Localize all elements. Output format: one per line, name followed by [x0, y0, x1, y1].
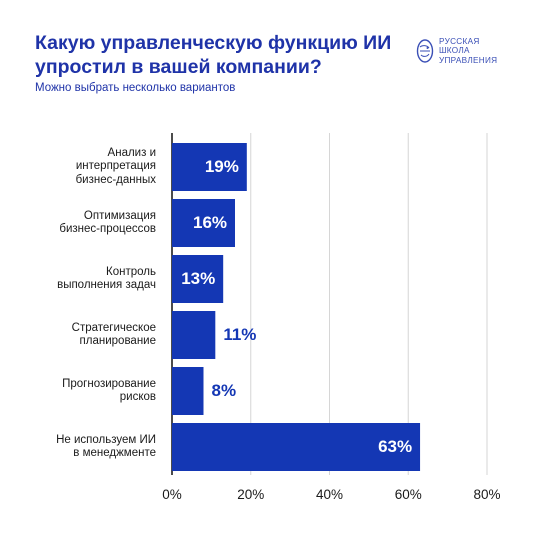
globe-head-icon: [416, 39, 434, 63]
value-label: 11%: [223, 325, 257, 344]
category-label: Анализ и интерпретация бизнес-данных: [75, 146, 156, 186]
bar: [172, 423, 421, 471]
x-tick-label: 0%: [162, 487, 182, 502]
value-label: 19%: [204, 157, 239, 176]
x-tick-label: 40%: [315, 487, 344, 502]
x-tick-label: 60%: [394, 487, 422, 502]
category-label: Не используем ИИ в менеджменте: [56, 433, 156, 460]
x-tick-label: 80%: [473, 487, 501, 502]
logo-text: РУССКАЯ ШКОЛА УПРАВЛЕНИЯ: [439, 36, 498, 65]
value-label: 63%: [378, 437, 413, 456]
bar: [172, 143, 247, 191]
category-label: Контроль выполнения задач: [57, 265, 156, 292]
logo: РУССКАЯ ШКОЛА УПРАВЛЕНИЯ: [416, 34, 516, 68]
value-label: 8%: [211, 381, 237, 400]
bar: [172, 311, 216, 359]
category-label: Прогнозирование рисков: [62, 377, 156, 404]
bar: [172, 255, 224, 303]
x-tick-label: 20%: [237, 487, 265, 502]
bar: [172, 199, 235, 247]
category-label: Стратегическое планирование: [71, 321, 156, 348]
value-label: 13%: [181, 269, 216, 288]
value-label: 16%: [193, 213, 228, 232]
bar: [172, 367, 204, 415]
category-label: Оптимизация бизнес-процессов: [59, 209, 156, 236]
page-title: Какую управленческую функцию ИИ упростил…: [35, 32, 392, 78]
page-subtitle: Можно выбрать несколько вариантов: [35, 82, 236, 94]
